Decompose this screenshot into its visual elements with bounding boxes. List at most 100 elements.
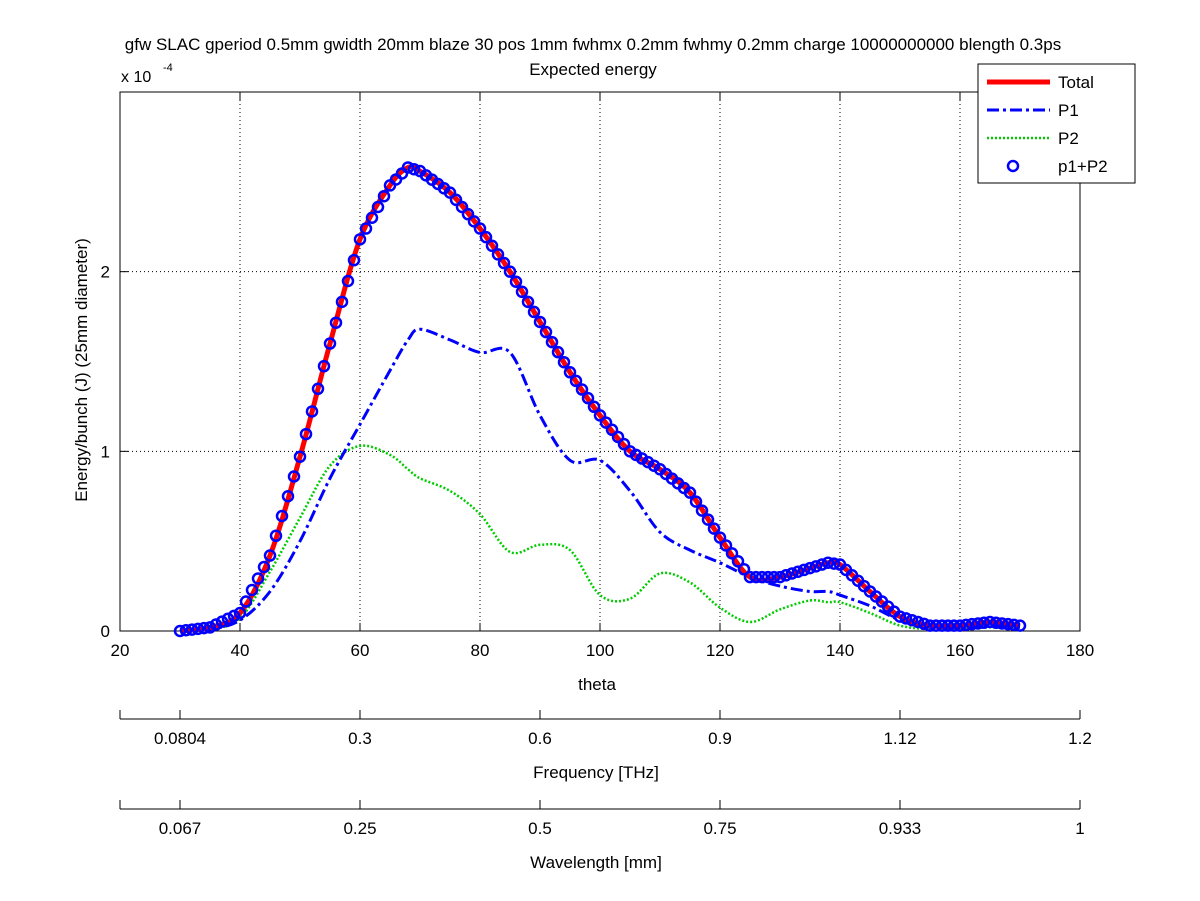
series-point-p1-p2 xyxy=(239,595,253,608)
series-point-p1-p2 xyxy=(575,383,589,396)
figure-title-line2: Expected energy xyxy=(529,60,657,79)
series-point-p1-p2 xyxy=(275,509,289,523)
series-point-p1-p2 xyxy=(581,391,595,405)
series-point-p1-p2 xyxy=(935,619,949,632)
series-point-p1-p2 xyxy=(329,316,343,329)
legend-label-p2: P2 xyxy=(1058,129,1079,148)
series-point-p1-p2 xyxy=(815,558,829,571)
y-exponent-base: x 10 xyxy=(121,69,151,86)
x-tick-label: 160 xyxy=(946,641,974,660)
series-point-p1-p2 xyxy=(323,337,337,350)
series-point-p1-p2 xyxy=(527,305,541,319)
series-point-p1-p2 xyxy=(293,450,307,463)
series-point-p1-p2 xyxy=(173,624,187,638)
series-point-p1-p2 xyxy=(203,621,217,634)
series-point-p1-p2 xyxy=(539,325,553,339)
series-point-p1-p2 xyxy=(257,560,271,574)
series-point-p1-p2 xyxy=(977,616,991,629)
x-axis-label: theta xyxy=(578,675,616,694)
y-tick-label: 0 xyxy=(101,622,110,641)
series-point-p1-p2 xyxy=(191,622,205,636)
series-point-p1-p2 xyxy=(491,248,505,261)
series-point-p1-p2 xyxy=(1013,619,1027,632)
x-tick-label: 40 xyxy=(231,641,250,660)
series-point-p1-p2 xyxy=(503,265,517,278)
frequency-axis-tick-label: 0.0804 xyxy=(154,729,206,748)
legend-label-p1: P1 xyxy=(1058,101,1079,120)
y-tick-label: 1 xyxy=(101,442,110,461)
series-point-p1-p2 xyxy=(995,617,1009,630)
series-point-p1-p2 xyxy=(611,430,625,444)
series-markers xyxy=(173,161,1027,638)
series-point-p1-p2 xyxy=(227,609,241,623)
series-point-p1-p2 xyxy=(299,427,313,441)
series-point-p1-p2 xyxy=(959,618,973,632)
series-point-p1-p2 xyxy=(989,616,1003,629)
series-point-p1-p2 xyxy=(719,539,733,552)
series-point-p1-p2 xyxy=(701,513,715,526)
series-point-p1-p2 xyxy=(983,615,997,629)
series-point-p1-p2 xyxy=(359,222,373,235)
series-point-p1-p2 xyxy=(353,233,367,246)
series-point-p1-p2 xyxy=(479,230,493,244)
series-point-p1-p2 xyxy=(245,583,259,597)
series-point-p1-p2 xyxy=(779,569,793,582)
wavelength-axis-tick-label: 0.933 xyxy=(879,819,922,838)
series-point-p1-p2 xyxy=(461,207,475,221)
x-tick-label: 60 xyxy=(351,641,370,660)
series-point-p1-p2 xyxy=(215,615,229,628)
series-point-p1-p2 xyxy=(917,617,931,631)
series-point-p1-p2 xyxy=(557,355,571,369)
series-point-p1-p2 xyxy=(473,222,487,235)
series-point-p1-p2 xyxy=(725,547,739,560)
y-tick-label: 2 xyxy=(101,263,110,282)
series-point-p1-p2 xyxy=(713,531,727,544)
wavelength-axis: 0.067 0.25 0.5 0.75 0.933 1 xyxy=(119,800,1085,838)
x-tick-label: 20 xyxy=(111,641,130,660)
series-point-p1-p2 xyxy=(683,486,697,499)
series-point-p1-p2 xyxy=(485,239,499,253)
frequency-axis-label: Frequency [THz] xyxy=(533,763,659,782)
series-point-p1-p2 xyxy=(599,416,613,429)
series-point-p1-p2 xyxy=(893,610,907,623)
series-point-p1-p2 xyxy=(269,529,283,543)
series-point-p1-p2 xyxy=(263,549,277,562)
series-point-p1-p2 xyxy=(941,619,955,632)
wavelength-axis-tick-label: 0.75 xyxy=(703,819,736,838)
series-point-p1-p2 xyxy=(821,556,835,569)
series-point-p1-p2 xyxy=(737,562,751,576)
series-point-p1-p2 xyxy=(533,315,547,329)
series-point-p1-p2 xyxy=(1001,617,1015,631)
series-point-p1-p2 xyxy=(551,345,565,359)
series-point-p1-p2 xyxy=(521,295,535,309)
x-tick-label: 180 xyxy=(1066,641,1094,660)
series-point-p1-p2 xyxy=(689,495,703,508)
wavelength-axis-tick-label: 0.067 xyxy=(159,819,202,838)
grid-lines xyxy=(120,92,1080,631)
series-point-p1-p2 xyxy=(767,570,781,584)
y-axis-label: Energy/bunch (J) (25mm diameter) xyxy=(72,238,91,502)
series-point-p1-p2 xyxy=(287,470,301,483)
series-point-p1-p2 xyxy=(197,621,211,635)
series-point-p1-p2 xyxy=(545,335,559,349)
legend-label-p1-p2: p1+P2 xyxy=(1058,157,1108,176)
frequency-axis-tick-label: 0.6 xyxy=(528,729,552,748)
series-point-p1-p2 xyxy=(827,557,841,570)
series-point-p1-p2 xyxy=(1007,618,1021,632)
series-point-p1-p2 xyxy=(515,285,529,299)
wavelength-axis-tick-label: 1 xyxy=(1075,819,1084,838)
series-point-p1-p2 xyxy=(281,490,295,503)
series-point-p1-p2 xyxy=(803,561,817,575)
frequency-axis-tick-label: 1.2 xyxy=(1068,729,1092,748)
series-point-p1-p2 xyxy=(929,619,943,632)
series-point-p1-p2 xyxy=(755,570,769,584)
frequency-axis: 0.0804 0.3 0.6 0.9 1.12 1.2 xyxy=(119,710,1092,748)
series-point-p1-p2 xyxy=(749,570,763,584)
series-point-p1-p2 xyxy=(221,612,235,626)
series-point-p1-p2 xyxy=(371,200,385,214)
frequency-axis-tick-label: 0.3 xyxy=(348,729,372,748)
series-point-p1-p2 xyxy=(773,570,787,584)
x-tick-label: 120 xyxy=(706,641,734,660)
legend: Total P1 P2 p1+P2 xyxy=(977,63,1136,184)
